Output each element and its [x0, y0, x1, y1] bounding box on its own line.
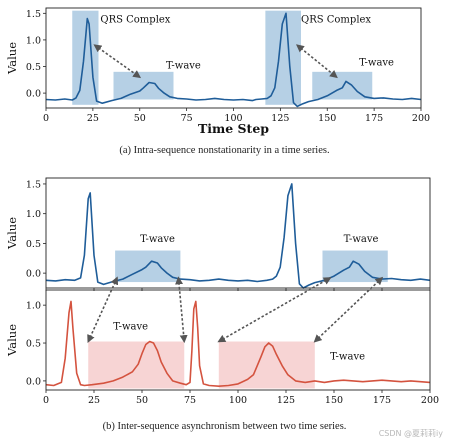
panel-1-highlight-3	[265, 10, 301, 105]
panel-3-annotation-2: T-wave	[330, 352, 365, 363]
panel-3-xtick-label: 150	[325, 395, 343, 406]
panel-2-annotation-1: T-wave	[140, 234, 175, 245]
panel-3-xtick-label: 175	[373, 395, 391, 406]
panel-1-annotation-1: QRS Complex	[100, 14, 170, 25]
panel-1-xtick-label: 150	[318, 113, 336, 124]
panel-3-ytick-label: 0.5	[26, 339, 41, 350]
panel-1-xtick-label: 200	[412, 113, 430, 124]
panel-3-ytick-label: 0.0	[26, 376, 41, 387]
panel-1-arrow-2	[296, 44, 338, 79]
panel-3-xtick-label: 50	[136, 395, 148, 406]
panel-1-series-line-1	[45, 12, 422, 108]
panel-1-ytick-label: 1.0	[26, 35, 41, 46]
watermark: CSDN @夏莉莉iy	[378, 429, 443, 438]
panel-1-xtick-label: 100	[224, 113, 242, 124]
panel-1-xlabel: Time Step	[198, 121, 269, 136]
panel-1-ytick-label: 0.0	[26, 89, 41, 100]
panel-2-annotation-2: T-wave	[344, 234, 379, 245]
panel-3-xtick-label: 75	[184, 395, 196, 406]
panel-3-series-line-1	[45, 300, 431, 387]
panel-1-ytick-label: 0.5	[26, 62, 41, 73]
panel-1-annotation-2: T-wave	[166, 61, 201, 72]
panel-3-arrow-2	[175, 276, 188, 344]
panel-3-ylabel: Value	[5, 324, 19, 357]
panel-2-ytick-label: 1.5	[26, 179, 41, 190]
panel-1-ytick-label: 1.5	[26, 9, 41, 20]
panel-2-ytick-label: 0.5	[26, 239, 41, 250]
panel-3-xtick-label: 200	[421, 395, 439, 406]
panel-3-arrow-3	[217, 277, 332, 343]
panel-1-annotation-3: QRS Complex	[301, 14, 371, 25]
panel-1-highlight-2	[113, 71, 174, 100]
panel-3-arrow-4	[313, 276, 384, 343]
panel-1-xtick-label: 50	[134, 113, 146, 124]
panel-1-arrow-1	[93, 44, 142, 79]
panel-1-ylabel: Value	[5, 42, 19, 75]
panel-1-xtick-label: 175	[365, 113, 383, 124]
caption-b: (b) Inter-sequence asynchronism between …	[102, 421, 347, 432]
panel-3-xtick-label: 0	[43, 395, 49, 406]
panel-1-xtick-label: 125	[271, 113, 289, 124]
panel-2-ylabel: Value	[5, 217, 19, 250]
panel-1-xtick-label: 75	[181, 113, 193, 124]
panel-2-ytick-label: 1.0	[26, 209, 41, 220]
panel-1-annotation-4: T-wave	[359, 57, 394, 68]
panel-2-ytick-label: 0.0	[26, 269, 41, 280]
panel-1-xtick-label: 0	[43, 113, 49, 124]
panel-3-ytick-label: 1.0	[26, 301, 41, 312]
panel-1-xtick-label: 25	[87, 113, 99, 124]
panel-3-xtick-label: 100	[229, 395, 247, 406]
panel-3-xtick-label: 125	[277, 395, 295, 406]
panel-3-highlight-1	[88, 341, 185, 389]
caption-a: (a) Intra-sequence nonstationarity in a …	[119, 145, 330, 156]
panel-3-xtick-label: 25	[88, 395, 100, 406]
panel-3-annotation-1: T-wave	[113, 321, 148, 332]
